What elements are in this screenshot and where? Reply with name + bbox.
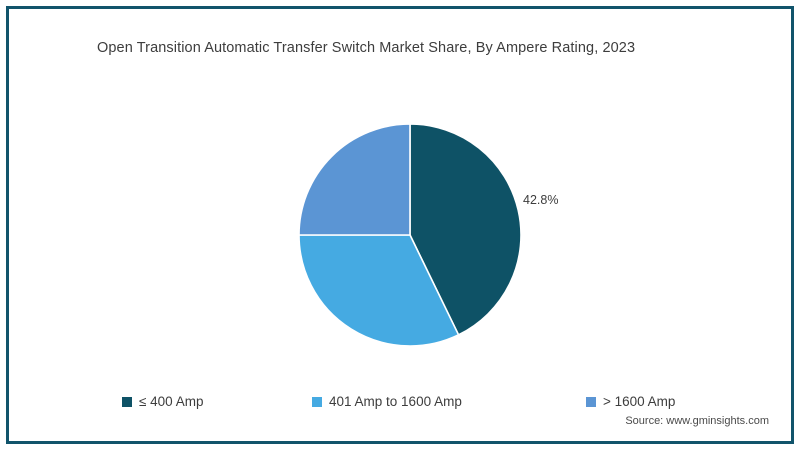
pie-chart [298, 123, 522, 347]
pie-chart-area: 42.8% [9, 9, 797, 447]
legend-swatch-icon [122, 396, 132, 407]
legend-item-label: 401 Amp to 1600 Amp [329, 394, 462, 409]
legend-swatch-icon [312, 396, 322, 407]
legend-item-401-to-1600-amp[interactable]: 401 Amp to 1600 Amp [312, 394, 462, 409]
page-title: Open Transition Automatic Transfer Switc… [97, 40, 636, 56]
pie-slice[interactable] [298, 234, 460, 347]
pie-slice-label-primary: 42.8% [523, 193, 559, 207]
legend-item-le-400-amp[interactable]: ≤ 400 Amp [122, 394, 203, 409]
pie-slices [298, 123, 522, 347]
legend-item-label: > 1600 Amp [603, 394, 676, 409]
pie-slice[interactable] [298, 123, 411, 236]
chart-frame: Open Transition Automatic Transfer Switc… [6, 6, 794, 444]
legend-swatch-icon [586, 396, 596, 407]
legend-item-label: ≤ 400 Amp [139, 394, 204, 409]
pie-slice[interactable] [409, 123, 522, 336]
chart-legend: ≤ 400 Amp 401 Amp to 1600 Amp > 1600 Amp [9, 391, 797, 419]
source-attribution: Source: www.gminsights.com [625, 415, 769, 427]
legend-item-gt-1600-amp[interactable]: > 1600 Amp [586, 394, 675, 409]
